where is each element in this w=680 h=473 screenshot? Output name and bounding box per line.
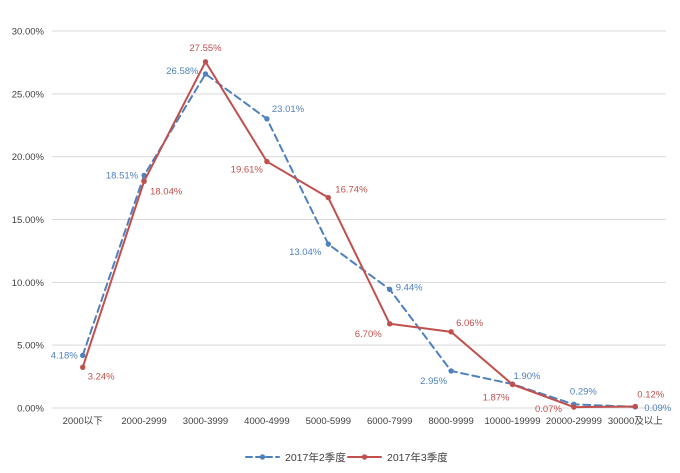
legend: 2017年2季度 2017年3季度 [245,451,448,464]
data-label: 0.07% [535,404,562,415]
data-label: 26.58% [166,66,199,77]
series-2017年3季度: 3.24% 18.04% 27.55% 19.61% 16.74% 6.70% 6.06% 1… [80,43,665,415]
data-label: 1.90% [514,371,541,382]
data-point-marker [387,321,393,327]
y-axis-tick-label: 25.00% [12,89,45,100]
data-point-marker [325,241,331,247]
legend-marker [361,454,368,460]
data-label: 3.24% [88,371,115,382]
x-axis-tick-label: 2000-2999 [121,416,166,427]
data-point-marker [264,116,270,122]
data-label: 0.29% [570,386,597,397]
series-data-labels-2017年3季度: 3.24% 18.04% 27.55% 19.61% 16.74% 6.70% 6.06% 1… [88,43,665,415]
x-axis-tick-label: 10000-19999 [485,416,541,427]
data-label: 6.06% [456,318,483,329]
data-point-marker [80,352,86,359]
data-point-marker [202,59,209,65]
series-line-2017年3季度 [81,60,637,409]
data-label: 9.44% [396,282,423,293]
data-point-marker [509,381,516,388]
series-2017年2季度: 4.18% 18.51% 26.58% 23.01% 13.04% 9.44% 2.95% 1… [51,66,672,414]
series-line-2017年2季度 [81,72,637,408]
data-point-marker [80,364,86,370]
data-label: 23.01% [272,104,305,115]
data-label: 18.04% [150,186,183,197]
x-axis-tick-label: 2000以下 [63,416,103,427]
data-point-marker [141,178,147,184]
x-axis-tick-label: 6000-7999 [367,416,412,427]
y-axis-tick-label: 30.00% [12,27,45,38]
data-label: 2.95% [420,376,447,387]
legend-marker [259,454,266,460]
series-markers-2017年3季度 [80,59,638,410]
data-point-marker [448,368,454,374]
data-point-marker [387,286,393,293]
data-label: 1.87% [483,393,510,404]
data-label: 6.70% [355,329,382,340]
y-axis-tick-label: 10.00% [12,278,45,289]
y-axis-tick-labels: 0.00% 5.00% 10.00% 15.00% 20.00% 25.00% 30.00% [12,27,45,415]
series-markers-2017年2季度 [80,71,638,410]
x-axis-tick-label: 30000及以上 [608,416,663,427]
data-point-marker [325,194,331,201]
legend-item-2017年3季度: 2017年3季度 [347,451,448,464]
data-label: 4.18% [51,350,78,361]
x-axis-tick-label: 8000-9999 [428,416,473,427]
data-label: 27.55% [189,43,222,54]
data-point-marker [448,329,454,335]
legend-label: 2017年2季度 [285,451,346,464]
x-axis-tick-label: 3000-3999 [183,416,228,427]
data-label: 18.51% [106,170,139,181]
legend-item-2017年2季度: 2017年2季度 [245,451,346,464]
gridlines [52,30,666,409]
y-axis-tick-label: 0.00% [17,404,44,415]
data-point-marker [632,403,638,410]
legend-label: 2017年3季度 [387,451,448,464]
x-axis-tick-labels: 2000以下 2000-2999 3000-3999 4000-4999 5000-59… [63,416,664,427]
data-label: 0.09% [644,403,671,414]
data-label: 13.04% [289,247,322,258]
data-point-marker [202,71,209,77]
y-axis-tick-label: 5.00% [17,341,44,352]
x-axis-tick-label: 5000-5999 [306,416,351,427]
data-point-marker [571,404,577,410]
series-data-labels-2017年2季度: 4.18% 18.51% 26.58% 23.01% 13.04% 9.44% 2.95% 1… [51,66,672,414]
y-axis-tick-label: 20.00% [12,152,45,163]
data-point-marker [264,158,270,165]
data-label: 19.61% [231,165,264,176]
y-axis-tick-label: 15.00% [12,215,45,226]
data-label: 16.74% [335,185,368,196]
data-label: 0.12% [637,389,664,400]
x-axis-tick-label: 20000-29999 [546,416,602,427]
x-axis-tick-label: 4000-4999 [244,416,289,427]
